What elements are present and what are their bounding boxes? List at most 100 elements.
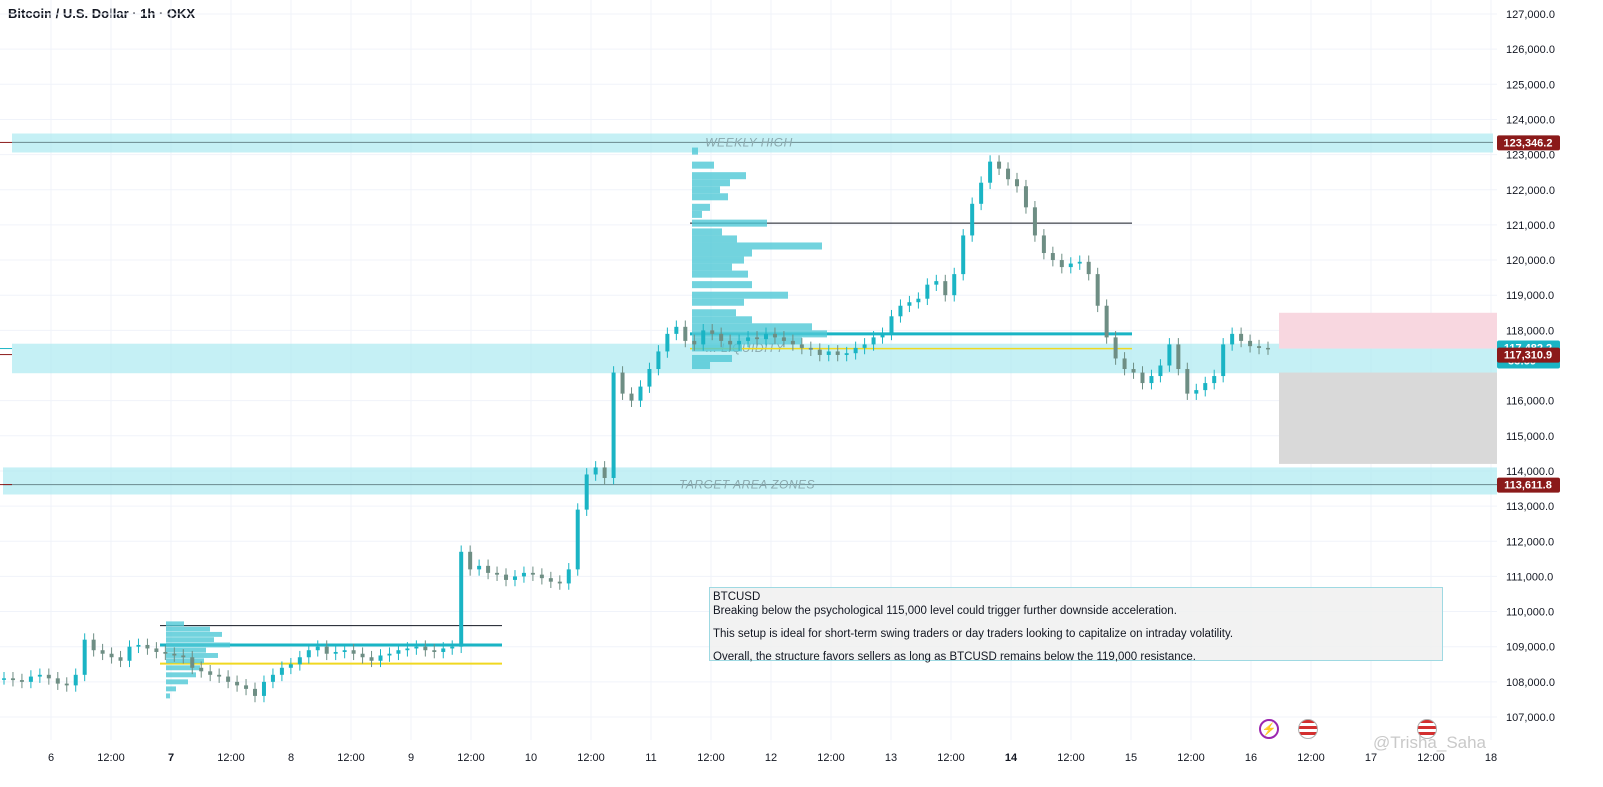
candle [46,674,51,679]
candle [279,667,284,675]
volume-bar [692,256,744,264]
candle [575,509,580,570]
y-tick-label: 109,000.0 [1506,642,1555,654]
lightning-icon[interactable]: ⚡ [1259,719,1279,739]
candle [459,551,464,647]
candle [638,386,643,401]
volume-bar [692,179,730,187]
candle [871,337,876,345]
candle [423,646,428,651]
candle [154,648,159,652]
candle [1221,344,1226,377]
weekly-high-label: WEEKLY HIGH [705,135,793,149]
candle [620,372,625,394]
volume-bar [166,621,184,627]
candle [315,646,320,651]
x-tick-label: 12:00 [1057,752,1085,764]
candle [512,576,517,580]
candle [127,646,132,661]
x-tick-label: 12:00 [1417,752,1445,764]
candle [342,650,347,652]
candle [244,685,249,689]
candle [360,653,365,658]
volume-bar [692,263,732,271]
candle [925,284,930,299]
candle [2,678,6,680]
volume-bar [692,203,710,211]
candle [324,646,329,654]
candle [288,664,293,668]
volume-bar [166,679,188,685]
candle [799,344,804,348]
candle [979,182,984,204]
y-tick-label: 110,000.0 [1506,607,1554,619]
volume-bar [692,298,744,306]
candle [1158,365,1163,377]
target-zone [3,467,1497,495]
candle [261,681,266,696]
candle [548,578,553,582]
note-line: Overall, the structure favors sellers as… [713,651,1196,663]
candle [557,581,562,584]
volume-bar [692,249,752,257]
volume-bar [692,291,788,299]
candle [1077,261,1082,264]
y-tick-label: 112,000.0 [1506,536,1554,548]
volume-bar [166,693,170,699]
y-tick-label: 127,000.0 [1506,9,1555,21]
us-flag-icon[interactable] [1417,719,1437,739]
x-tick-label: 8 [288,752,294,764]
candle [1185,369,1190,394]
candle [1104,305,1109,338]
candle [907,302,912,306]
candle [136,644,141,647]
candle [521,572,526,577]
candle [1032,207,1037,236]
candle [1239,333,1244,341]
candle [772,333,777,338]
candle [208,671,213,675]
candle [826,351,831,355]
volume-bar [166,631,222,637]
price-axis-bg [1497,0,1603,787]
candle [566,569,571,584]
price-tag [1497,477,1560,493]
candle [844,353,849,355]
candle [593,467,598,475]
candle [790,340,795,345]
candle [172,653,177,656]
candle [235,681,240,686]
volume-bar [692,242,822,250]
candle [37,674,42,677]
volume-bar [692,172,746,180]
volume-bar [692,323,812,331]
candle [432,650,437,652]
y-tick-label: 124,000.0 [1506,114,1555,126]
candle [988,161,993,183]
x-tick-label: 18 [1485,752,1497,764]
price-tag-value: 117,310.9 [1504,350,1552,362]
volume-bar [692,219,767,227]
note-heading: BTCUSD [713,591,761,603]
candle [889,316,894,334]
x-tick-label: 12:00 [697,752,725,764]
x-tick-label: 6 [48,752,54,764]
volume-bar [166,642,230,648]
price-tag-value: 113,611.8 [1504,480,1552,492]
candle [952,274,957,296]
volume-bar [692,147,698,155]
volume-bar [692,228,722,236]
candle [710,330,715,334]
us-flag-icon[interactable] [1298,719,1318,739]
candle [414,646,419,649]
candles [2,155,1270,703]
candle [253,688,258,696]
volume-bar [692,361,710,370]
candle [1203,383,1208,391]
candle [934,281,939,285]
volume-bar [692,161,714,169]
volume-bar [692,344,742,352]
x-tick-label: 13 [885,752,897,764]
x-tick-label: 16 [1245,752,1257,764]
